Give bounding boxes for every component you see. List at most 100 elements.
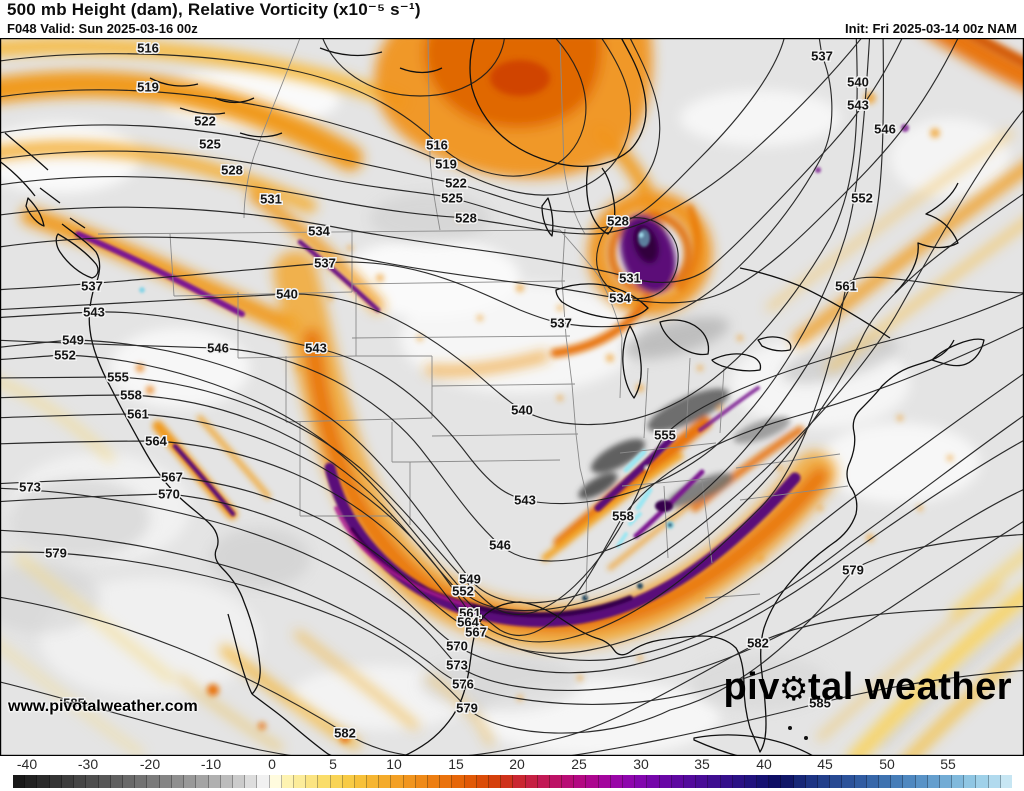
svg-text:546: 546: [489, 538, 511, 553]
svg-text:543: 543: [83, 305, 105, 320]
colorbar-cell: [842, 775, 855, 788]
colorbar-cell: [391, 775, 404, 788]
watermark-url: www.pivotalweather.com: [8, 698, 198, 715]
colorbar-cell: [269, 775, 282, 788]
colorbar-cell: [135, 775, 148, 788]
colorbar-cell: [854, 775, 867, 788]
colorbar-cell: [635, 775, 648, 788]
svg-text:567: 567: [161, 470, 183, 485]
colorbar-cell: [988, 775, 1001, 788]
colorbar-cell: [939, 775, 953, 788]
svg-text:540: 540: [847, 75, 869, 90]
colorbar-cell: [610, 775, 624, 788]
svg-text:534: 534: [609, 291, 631, 306]
colorbar-cell: [769, 775, 782, 788]
colorbar-cell: [976, 775, 989, 788]
colorbar-cell: [598, 775, 611, 788]
colorbar-cell: [488, 775, 502, 788]
colorbar-tick: 20: [509, 756, 525, 772]
svg-text:546: 546: [874, 122, 896, 137]
colorbar-cell: [891, 775, 904, 788]
svg-text:552: 552: [851, 191, 873, 206]
colorbar-cell: [293, 775, 307, 788]
colorbar-tick-labels: -40 -30 -20 -10 0 5 10 15 20 25 30 35 40 45 50 55: [0, 756, 1024, 774]
colorbar-tick: 35: [694, 756, 710, 772]
svg-text:573: 573: [19, 480, 41, 495]
svg-text:528: 528: [221, 163, 243, 178]
svg-text:531: 531: [260, 192, 282, 207]
colorbar-cell: [330, 775, 343, 788]
colorbar-cell: [159, 775, 172, 788]
pivotal-weather-logo: piv ⚙ tal weather: [723, 668, 1012, 706]
colorbar-cell: [549, 775, 563, 788]
model-init-time: Init: Fri 2025-03-14 00z NAM: [845, 21, 1017, 36]
colorbar-tick: 15: [448, 756, 464, 772]
colorbar-cell: [927, 775, 940, 788]
svg-text:543: 543: [514, 493, 536, 508]
svg-text:522: 522: [194, 114, 216, 129]
colorbar-cell: [367, 775, 380, 788]
logo-text-right: tal weather: [807, 666, 1012, 708]
svg-text:537: 537: [550, 316, 572, 331]
svg-text:552: 552: [54, 348, 76, 363]
colorbar-cell: [281, 775, 294, 788]
colorbar-cell: [964, 775, 977, 788]
colorbar-cell: [171, 775, 185, 788]
colorbar-cell: [830, 775, 843, 788]
colorbar-cell: [306, 775, 319, 788]
svg-text:555: 555: [654, 428, 676, 443]
svg-text:531: 531: [619, 271, 641, 286]
svg-text:525: 525: [199, 137, 221, 152]
colorbar-cell: [13, 775, 26, 788]
svg-text:534: 534: [308, 224, 330, 239]
svg-text:519: 519: [435, 157, 457, 172]
colorbar-cell: [74, 775, 87, 788]
colorbar-cell: [574, 775, 587, 788]
svg-text:546: 546: [207, 341, 229, 356]
colorbar-cell: [708, 775, 721, 788]
colorbar-cell: [562, 775, 575, 788]
svg-text:552: 552: [452, 584, 474, 599]
colorbar-cell: [208, 775, 221, 788]
svg-text:543: 543: [305, 341, 327, 356]
colorbar-tick: -40: [16, 756, 38, 772]
colorbar-cell: [318, 775, 331, 788]
svg-text:579: 579: [45, 546, 67, 561]
svg-text:537: 537: [81, 279, 103, 294]
svg-text:567: 567: [465, 625, 487, 640]
vorticity-shading-negative: [0, 193, 1024, 752]
colorbar-cell: [623, 775, 636, 788]
svg-text:522: 522: [445, 176, 467, 191]
contour-labels: 5165195225255285315345375405165195225255…: [18, 39, 898, 742]
colorbar-tick: 45: [817, 756, 833, 772]
colorbar-cell: [25, 775, 38, 788]
coastlines: [0, 38, 985, 756]
colorbar-gradient: [13, 775, 1012, 788]
colorbar-cell: [501, 775, 514, 788]
svg-text:528: 528: [607, 214, 629, 229]
colorbar-cell: [878, 775, 892, 788]
svg-text:570: 570: [158, 487, 180, 502]
svg-text:555: 555: [107, 370, 129, 385]
colorbar-cell: [184, 775, 197, 788]
colorbar-cell: [232, 775, 246, 788]
product-title: 500 mb Height (dam), Relative Vorticity …: [7, 0, 421, 19]
svg-text:519: 519: [137, 80, 159, 95]
svg-text:525: 525: [441, 191, 463, 206]
svg-text:537: 537: [314, 256, 336, 271]
colorbar-cell: [915, 775, 928, 788]
svg-text:516: 516: [137, 41, 159, 56]
colorbar-cell: [696, 775, 709, 788]
colorbar-cell: [110, 775, 123, 788]
colorbar-cell: [513, 775, 526, 788]
svg-text:540: 540: [511, 403, 533, 418]
svg-text:585: 585: [809, 696, 831, 711]
colorbar-cell: [1000, 775, 1012, 788]
colorbar-cell: [245, 775, 258, 788]
svg-text:528: 528: [455, 211, 477, 226]
colorbar-cell: [98, 775, 111, 788]
vorticity-colorbar: -40 -30 -20 -10 0 5 10 15 20 25 30 35 40 45 50 55: [0, 756, 1024, 791]
colorbar-cell: [903, 775, 916, 788]
svg-text:561: 561: [459, 606, 481, 621]
colorbar-cell: [379, 775, 392, 788]
